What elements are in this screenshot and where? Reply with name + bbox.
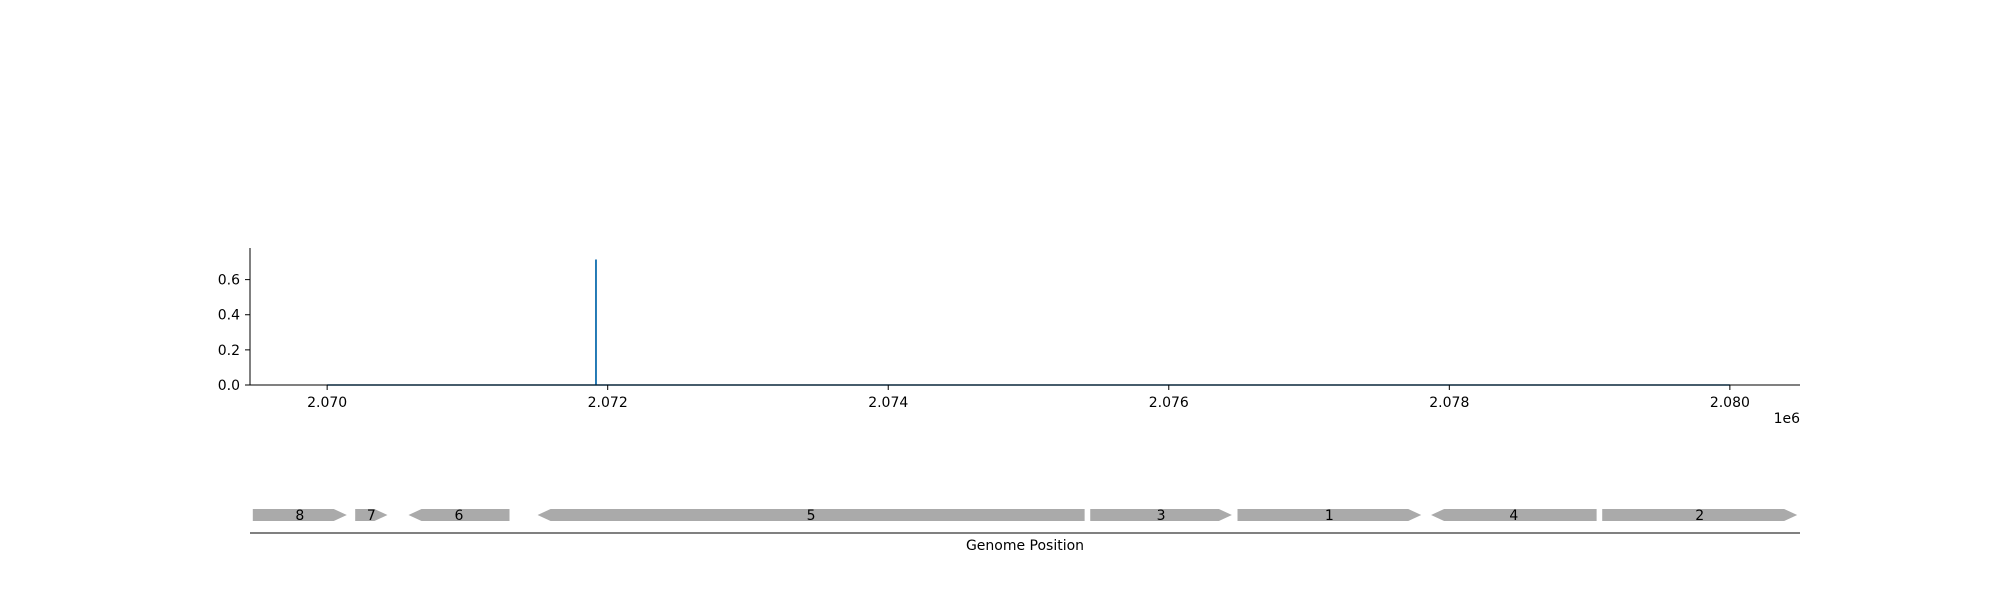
gene-label: 8 (295, 508, 304, 524)
y-tick-label: 0.2 (218, 343, 240, 359)
y-tick-label: 0.6 (218, 273, 240, 289)
gene-arrow (1602, 509, 1798, 521)
gene-arrow (252, 509, 347, 521)
coverage-series-line (327, 259, 1730, 386)
gene-label: 2 (1695, 508, 1704, 524)
gene-arrow (1090, 509, 1232, 521)
x-tick-label: 2.074 (868, 395, 908, 411)
gene-track: 8 7 6 5 3 1 4 2 Genome Position (250, 508, 1800, 554)
x-offset-label: 1e6 (1774, 411, 1801, 427)
x-tick-label: 2.072 (588, 395, 628, 411)
gene-arrow (355, 509, 388, 521)
gene-label: 5 (807, 508, 816, 524)
gene-axis-label: Genome Position (966, 538, 1084, 554)
gene-arrow (537, 509, 1085, 521)
gene-label: 7 (367, 508, 376, 524)
x-tick-label: 2.076 (1149, 395, 1189, 411)
y-tick-label: 0.0 (218, 378, 240, 394)
coverage-plot: 0.0 0.2 0.4 0.6 2.070 2.072 2.074 2.076 2.078 2.0… (218, 248, 1800, 427)
gene-arrow (408, 509, 510, 521)
gene-arrow (1431, 509, 1597, 521)
gene-label: 4 (1509, 508, 1518, 524)
gene-label: 6 (455, 508, 464, 524)
x-tick-label: 2.080 (1710, 395, 1750, 411)
x-tick-label: 2.070 (307, 395, 347, 411)
gene-label: 3 (1157, 508, 1166, 524)
gene-arrow (1237, 509, 1422, 521)
y-tick-label: 0.4 (218, 308, 240, 324)
gene-label: 1 (1325, 508, 1334, 524)
x-tick-label: 2.078 (1429, 395, 1469, 411)
